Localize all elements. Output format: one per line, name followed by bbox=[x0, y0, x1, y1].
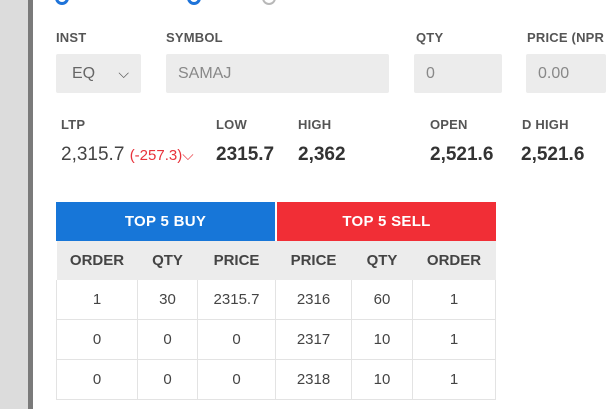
symbol-input[interactable]: SAMAJ bbox=[166, 54, 389, 93]
ltp-change: (-257.3) bbox=[129, 147, 183, 164]
sell-price-cell: 2317 bbox=[275, 319, 352, 360]
price-input[interactable]: 0.00 bbox=[526, 54, 606, 93]
panel-divider bbox=[28, 0, 33, 409]
low-label: LOW bbox=[216, 117, 247, 132]
dhigh-label: D HIGH bbox=[522, 117, 569, 132]
buy-price-col-header: PRICE bbox=[197, 241, 276, 280]
low-value: 2315.7 bbox=[216, 144, 275, 165]
buy-qty-cell: 0 bbox=[137, 359, 198, 400]
symbol-input-value: SAMAJ bbox=[178, 65, 232, 82]
market-depth-table: ORDER QTY PRICE PRICE QTY ORDER 1 30 231… bbox=[56, 241, 496, 400]
qty-label: QTY bbox=[416, 30, 444, 45]
sell-qty-cell: 10 bbox=[351, 359, 413, 400]
sell-order-cell: 1 bbox=[412, 359, 496, 400]
price-input-value: 0.00 bbox=[538, 65, 570, 82]
qty-input[interactable]: 0 bbox=[414, 54, 502, 93]
sell-price-cell: 2316 bbox=[275, 280, 352, 320]
buy-qty-cell: 30 bbox=[137, 280, 198, 320]
top5-buy-header: TOP 5 BUY bbox=[56, 202, 275, 241]
buy-qty-cell: 0 bbox=[137, 319, 198, 360]
buy-order-cell: 1 bbox=[56, 280, 138, 320]
buy-price-cell: 0 bbox=[197, 359, 276, 400]
buy-price-cell: 2315.7 bbox=[197, 280, 276, 320]
depth-header-row: ORDER QTY PRICE PRICE QTY ORDER bbox=[56, 241, 496, 280]
table-row: 0 0 0 2317 10 1 bbox=[56, 319, 496, 360]
sell-price-col-header: PRICE bbox=[275, 241, 352, 280]
qty-input-value: 0 bbox=[426, 65, 435, 82]
table-row: 1 30 2315.7 2316 60 1 bbox=[56, 280, 496, 320]
symbol-label: SYMBOL bbox=[166, 30, 223, 45]
sell-order-cell: 1 bbox=[412, 319, 496, 360]
order-type-radio-2[interactable] bbox=[187, 0, 201, 5]
buy-order-cell: 0 bbox=[56, 359, 138, 400]
inst-label: INST bbox=[56, 30, 87, 45]
buy-price-cell: 0 bbox=[197, 319, 276, 360]
chevron-down-icon: ⌵ bbox=[182, 147, 194, 164]
price-label: PRICE (NPR bbox=[527, 30, 605, 45]
top5-sell-header: TOP 5 SELL bbox=[277, 202, 496, 241]
buy-order-cell: 0 bbox=[56, 319, 138, 360]
order-type-radio-3[interactable] bbox=[262, 0, 276, 5]
high-label: HIGH bbox=[298, 117, 332, 132]
inst-select[interactable]: EQ ⌵ bbox=[56, 54, 141, 93]
order-type-radio-1[interactable] bbox=[55, 0, 69, 5]
high-value: 2,362 bbox=[298, 144, 346, 165]
sell-order-cell: 1 bbox=[412, 280, 496, 320]
inst-select-value: EQ bbox=[72, 65, 96, 82]
open-label: OPEN bbox=[430, 117, 468, 132]
sell-qty-cell: 10 bbox=[351, 319, 413, 360]
sell-qty-cell: 60 bbox=[351, 280, 413, 320]
buy-order-col-header: ORDER bbox=[56, 241, 138, 280]
buy-qty-col-header: QTY bbox=[137, 241, 198, 280]
table-row: 0 0 0 2318 10 1 bbox=[56, 359, 496, 400]
dhigh-value: 2,521.6 bbox=[521, 144, 585, 165]
sell-order-col-header: ORDER bbox=[412, 241, 496, 280]
left-panel-border bbox=[0, 0, 33, 409]
open-value: 2,521.6 bbox=[430, 144, 494, 165]
ltp-value: 2,315.7 (-257.3)⌵ bbox=[61, 144, 194, 166]
sell-price-cell: 2318 bbox=[275, 359, 352, 400]
chevron-down-icon: ⌵ bbox=[118, 65, 129, 81]
ltp-price: 2,315.7 bbox=[61, 144, 125, 165]
ltp-label: LTP bbox=[61, 117, 86, 132]
sell-qty-col-header: QTY bbox=[351, 241, 413, 280]
